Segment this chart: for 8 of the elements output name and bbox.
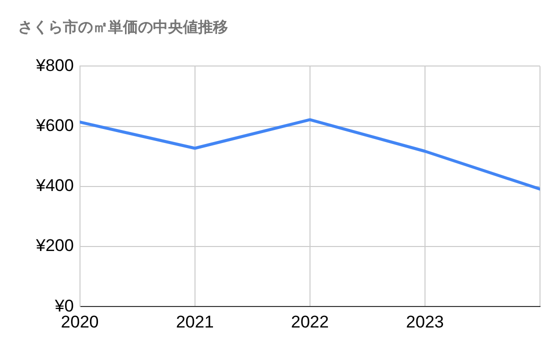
x-tick-label: 2023 — [406, 312, 444, 332]
x-tick-label: 2021 — [176, 312, 214, 332]
x-tick-label: 2022 — [290, 312, 329, 332]
y-tick-label: ¥400 — [34, 176, 74, 196]
y-tick-label: ¥800 — [34, 56, 74, 75]
y-tick-label: ¥600 — [34, 116, 74, 135]
chart-title: さくら市の㎡単価の中央値推移 — [18, 18, 228, 37]
y-tick-label: ¥200 — [34, 236, 74, 256]
